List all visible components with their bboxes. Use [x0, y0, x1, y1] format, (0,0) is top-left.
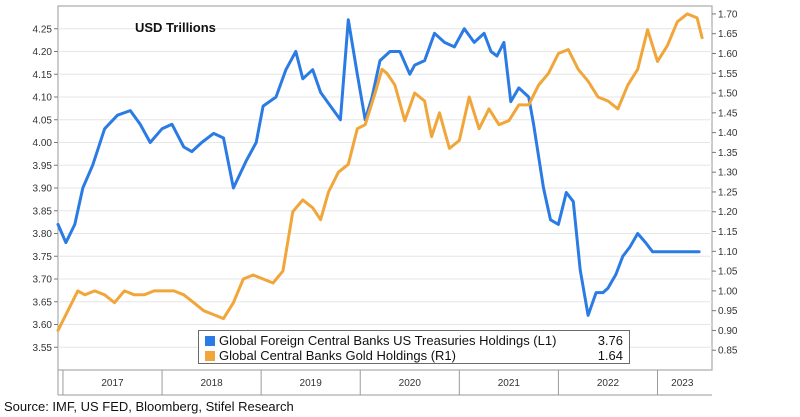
right-tick-label: 1.50 — [718, 89, 738, 100]
year-label-2023: 2023 — [671, 378, 694, 389]
right-tick-label: 1.20 — [718, 207, 738, 218]
year-label-2020: 2020 — [399, 378, 422, 389]
legend-value-gold: 1.64 — [597, 348, 623, 363]
x-axis: 2017 2018 2019 2020 2021 2022 2023 — [57, 370, 712, 396]
left-tick-label: 3.85 — [33, 206, 53, 217]
left-axis: 3.55 3.60 3.65 3.70 3.75 3.80 3.85 3.90 3.95 4.00… — [33, 24, 58, 354]
chart-title: USD Trillions — [135, 20, 216, 35]
series-line-gold — [56, 12, 704, 332]
left-tick-label: 4.00 — [33, 138, 53, 149]
left-tick-label: 3.55 — [33, 343, 53, 354]
left-tick-label: 3.95 — [33, 161, 53, 172]
right-tick-label: 0.85 — [718, 346, 738, 357]
legend-value-treasuries: 3.76 — [597, 333, 623, 348]
right-tick-label: 1.15 — [718, 227, 738, 238]
left-tick-label: 3.75 — [33, 252, 53, 263]
year-label-2019: 2019 — [300, 378, 323, 389]
right-tick-label: 1.55 — [718, 69, 738, 80]
right-tick-label: 1.35 — [718, 148, 738, 159]
right-tick-label: 1.40 — [718, 128, 738, 139]
left-tick-label: 3.65 — [33, 297, 53, 308]
right-tick-label: 1.70 — [718, 9, 738, 20]
legend-label-gold: Global Central Banks Gold Holdings (R1) — [219, 348, 456, 363]
right-tick-label: 1.00 — [718, 286, 738, 297]
left-tick-label: 3.60 — [33, 320, 53, 331]
right-tick-label: 0.90 — [718, 326, 738, 337]
legend-item-treasuries: Global Foreign Central Banks US Treasuri… — [205, 333, 623, 348]
year-label-2022: 2022 — [597, 378, 620, 389]
legend-item-gold: Global Central Banks Gold Holdings (R1) … — [205, 348, 623, 363]
right-tick-label: 1.60 — [718, 49, 738, 60]
right-tick-label: 1.30 — [718, 168, 738, 179]
legend-label-treasuries: Global Foreign Central Banks US Treasuri… — [219, 333, 557, 348]
left-tick-label: 4.20 — [33, 47, 53, 58]
right-tick-label: 0.95 — [718, 306, 738, 317]
left-tick-label: 4.15 — [33, 70, 53, 81]
legend: Global Foreign Central Banks US Treasuri… — [198, 330, 630, 364]
year-label-2021: 2021 — [498, 378, 521, 389]
right-tick-label: 1.05 — [718, 267, 738, 278]
series-layer — [56, 12, 704, 332]
left-tick-label: 4.10 — [33, 93, 53, 104]
right-tick-label: 1.25 — [718, 187, 738, 198]
right-tick-label: 1.65 — [718, 29, 738, 40]
right-tick-label: 1.45 — [718, 108, 738, 119]
right-tick-label: 1.10 — [718, 247, 738, 258]
source-note: Source: IMF, US FED, Bloomberg, Stifel R… — [4, 399, 294, 414]
legend-swatch-gold — [205, 350, 215, 361]
left-tick-label: 4.05 — [33, 115, 53, 126]
year-label-2018: 2018 — [200, 378, 223, 389]
left-tick-label: 4.25 — [33, 24, 53, 35]
left-tick-label: 3.70 — [33, 275, 53, 286]
left-tick-label: 3.90 — [33, 184, 53, 195]
series-line-treasuries — [56, 18, 701, 317]
legend-swatch-treasuries — [205, 335, 215, 346]
right-axis: 0.85 0.90 0.95 1.00 1.05 1.10 1.15 1.20 1.25 1.30… — [712, 9, 738, 357]
year-label-2017: 2017 — [101, 378, 124, 389]
left-tick-label: 3.80 — [33, 229, 53, 240]
